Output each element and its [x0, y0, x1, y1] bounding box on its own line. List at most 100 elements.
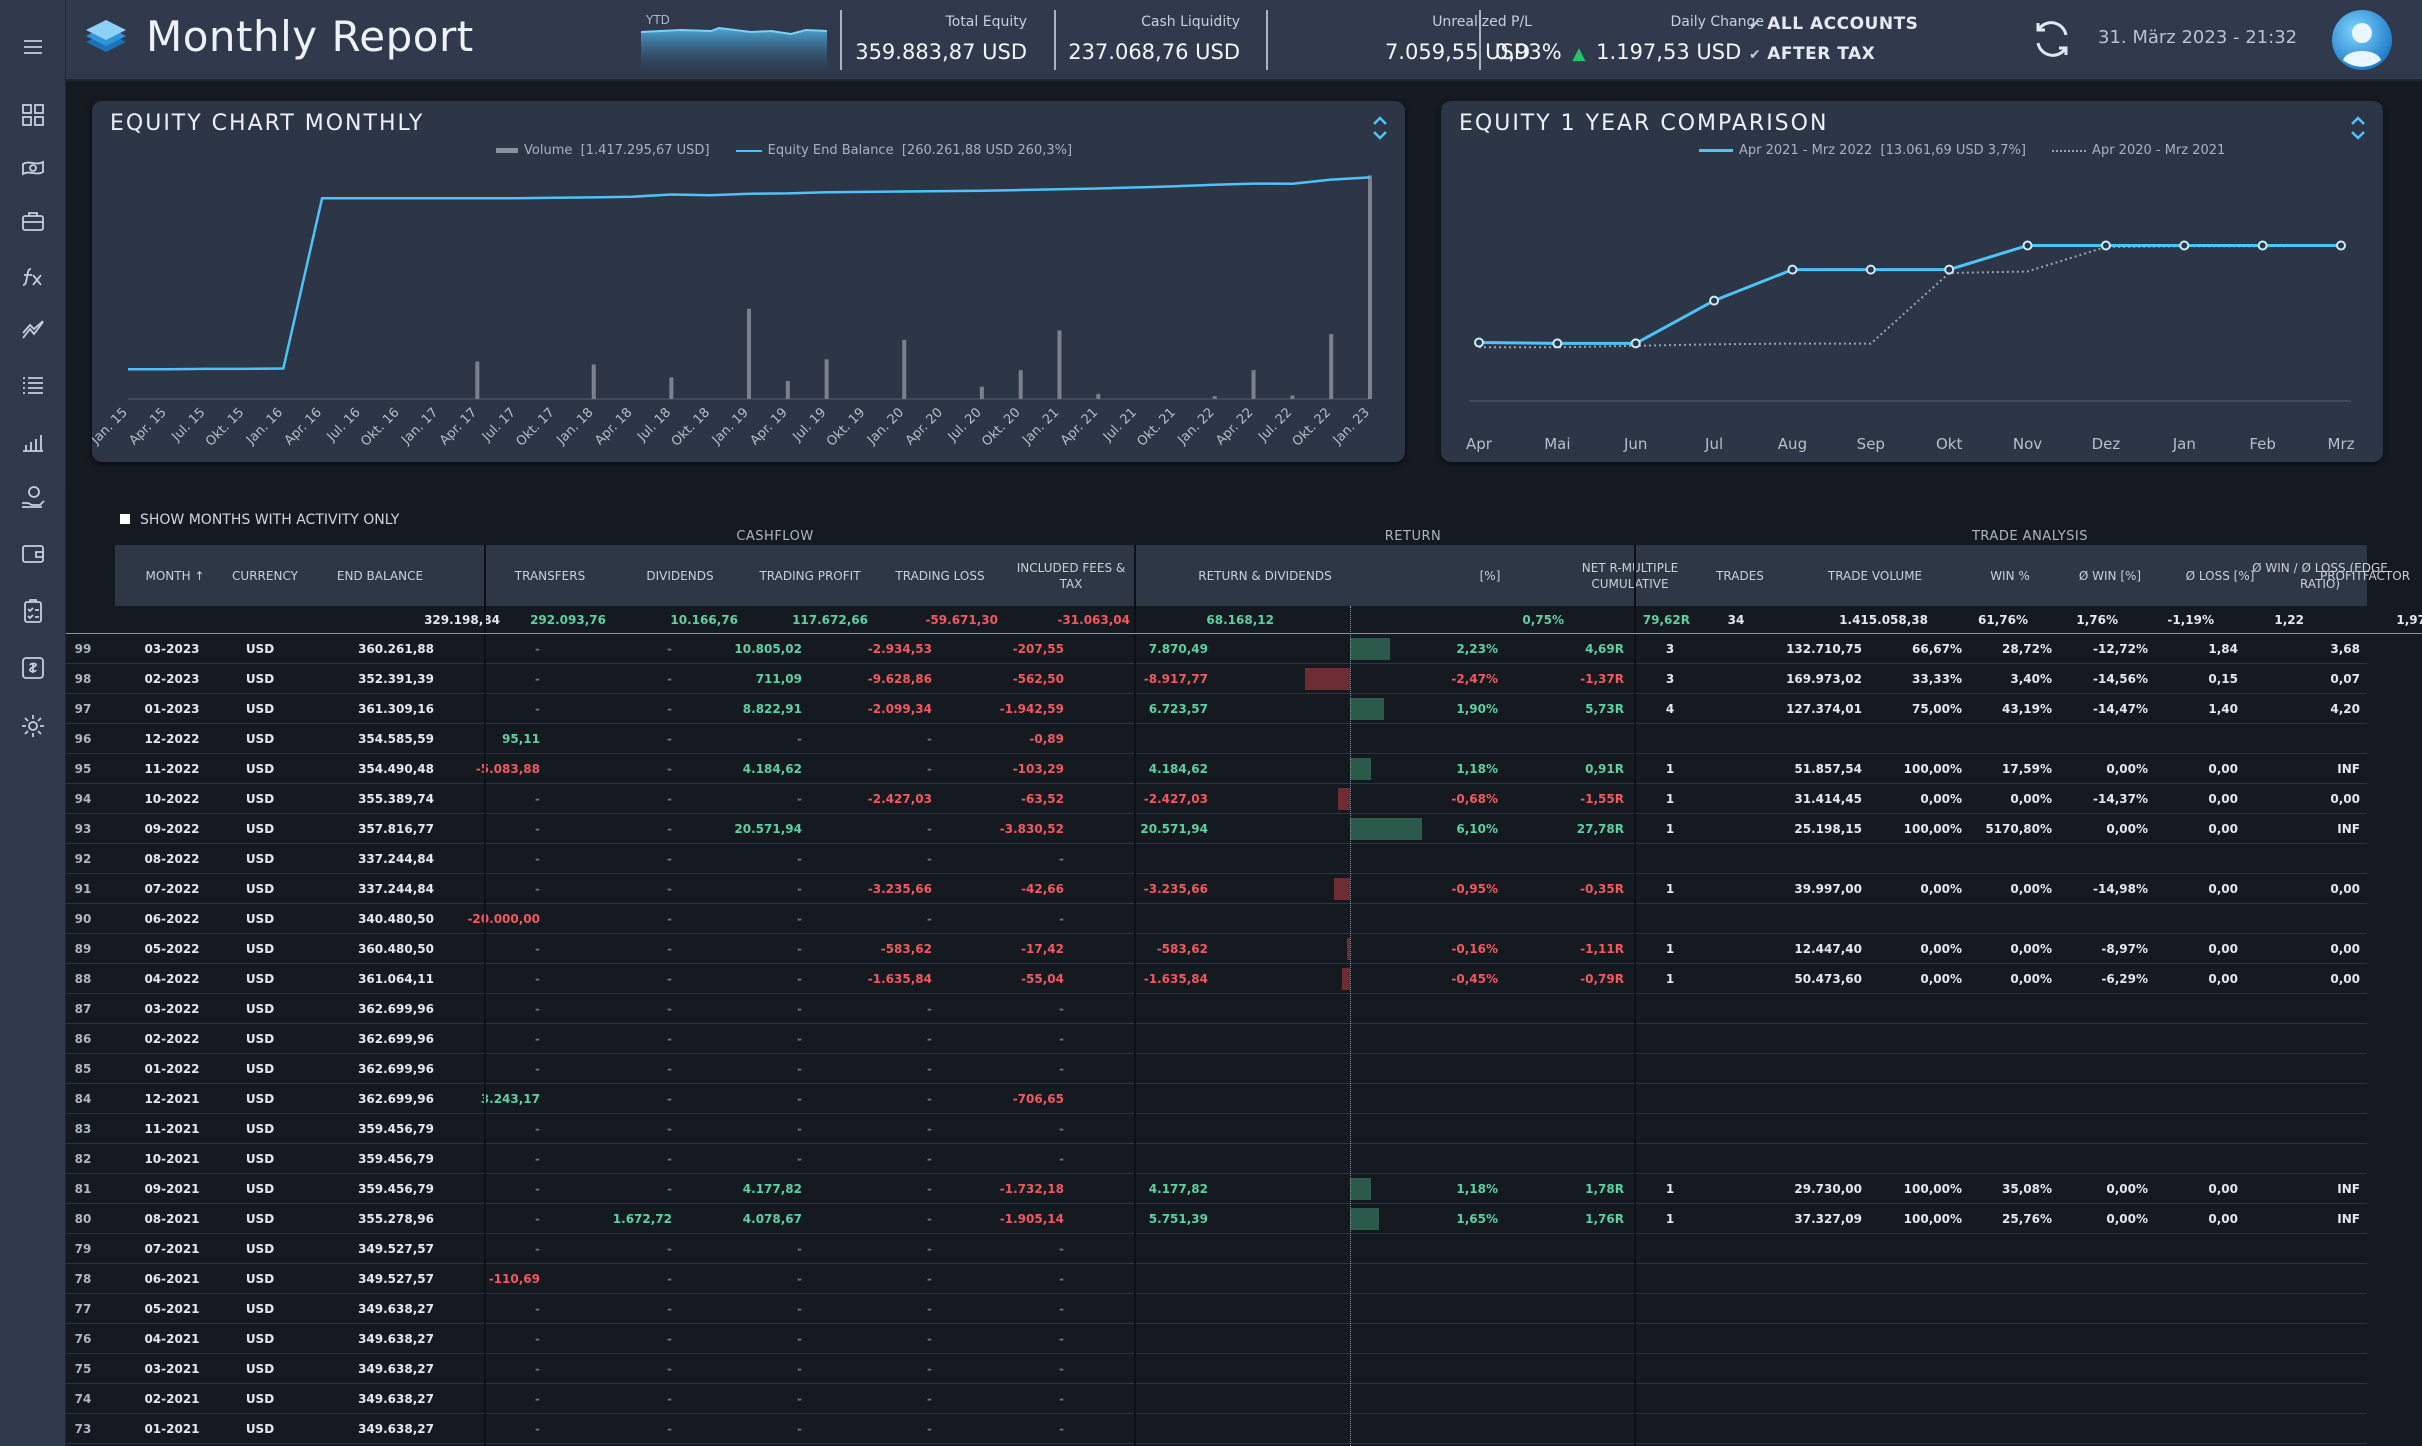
table-cell: USD [245, 642, 275, 656]
option-all-accounts[interactable]: ✔ ALL ACCOUNTS [1749, 14, 1919, 34]
row-number: 84 [74, 1092, 92, 1106]
gear-icon[interactable] [14, 707, 52, 745]
table-cell [1400, 1114, 1498, 1144]
table-cell: 349.527,57 [358, 1242, 434, 1256]
activity-filter-toggle[interactable]: SHOW MONTHS WITH ACTIVITY ONLY [120, 512, 399, 528]
table-row[interactable]: 75 03-2021 USD 349.638,27 - - - - - [66, 1354, 2367, 1384]
table-cell [2250, 904, 2360, 934]
bar-chart-icon[interactable] [14, 422, 52, 460]
table-row[interactable]: 96 12-2022 USD 354.585,59 95,11 - - - -0,89 [66, 724, 2367, 754]
table-row[interactable]: 91 07-2022 USD 337.244,84 - - - -3.235,66 -42,66… [66, 874, 2367, 904]
hand-coin-icon[interactable] [14, 478, 52, 516]
table-cell: 17,59% [2002, 762, 2052, 776]
table-cell [1880, 1084, 1962, 1114]
table-cell [1510, 904, 1624, 934]
table-cell: - [667, 1272, 672, 1286]
table-row[interactable]: 88 04-2022 USD 361.064,11 - - - -1.635,84 -55,04… [66, 964, 2367, 994]
table-cell: USD [245, 1152, 275, 1166]
table-cell [2060, 904, 2148, 934]
table-row[interactable]: 80 08-2021 USD 355.278,96 - 1.672,72 4.078,67 -… [66, 1204, 2367, 1234]
trend-icon[interactable] [14, 311, 52, 349]
table-cell: - [797, 1062, 802, 1076]
table-row[interactable]: 92 08-2022 USD 337.244,84 - - - - - [66, 844, 2367, 874]
table-row[interactable]: 99 03-2023 USD 360.261,88 - - 10.805,02 -2.934,… [66, 634, 2367, 664]
table-cell: USD [245, 822, 275, 836]
x-tick-label: Dez [2092, 435, 2121, 453]
table-row[interactable]: 76 04-2021 USD 349.638,27 - - - - - [66, 1324, 2367, 1354]
table-cell: USD [245, 1182, 275, 1196]
volume-bar [1290, 395, 1295, 399]
table-cell: -0,79R [1580, 972, 1624, 986]
x-tick-label: Apr. 19 [747, 405, 790, 448]
table-row[interactable]: 79 07-2021 USD 349.527,57 - - - - - [66, 1234, 2367, 1264]
table-cell [1640, 844, 1700, 874]
return-bar [1337, 788, 1350, 810]
table-cell: USD [245, 852, 275, 866]
table-row[interactable]: 89 05-2022 USD 360.480,50 - - - -583,62 -17,42 -5… [66, 934, 2367, 964]
money-icon[interactable] [14, 149, 52, 187]
list-icon[interactable] [14, 366, 52, 404]
table-row[interactable]: 94 10-2022 USD 355.389,74 - - - -2.427,03 -63,52… [66, 784, 2367, 814]
table-row[interactable]: 85 01-2022 USD 362.699,96 - - - - - [66, 1054, 2367, 1084]
table-row[interactable]: 95 11-2022 USD 354.490,48 -5.083,88 - 4.184,62… [66, 754, 2367, 784]
table-row[interactable]: 83 11-2021 USD 359.456,79 - - - - - [66, 1114, 2367, 1144]
row-number: 83 [74, 1122, 92, 1136]
clipboard-icon[interactable] [14, 592, 52, 630]
table-cell [1510, 1294, 1624, 1324]
table-cell: - [535, 1032, 540, 1046]
column-header: TRANSFERS [514, 569, 586, 583]
refresh-icon[interactable] [2028, 15, 2076, 67]
column-header[interactable]: MONTH ↑ [145, 569, 205, 583]
column-header: Ø WIN / Ø LOSS (EDGE RATIO) [2252, 561, 2388, 591]
table-cell: 4,20 [2330, 702, 2360, 716]
table-cell [1740, 1294, 1862, 1324]
table-row[interactable]: 78 06-2021 USD 349.527,57 -110,69 - - - - [66, 1264, 2367, 1294]
avatar[interactable] [2330, 8, 2394, 76]
table-cell [1880, 904, 1962, 934]
table-cell: 359.456,79 [358, 1182, 434, 1196]
dashboard-icon[interactable] [14, 96, 52, 134]
table-row[interactable]: 82 10-2021 USD 359.456,79 - - - - - [66, 1144, 2367, 1174]
table-cell: USD [245, 942, 275, 956]
table-cell: - [927, 1392, 932, 1406]
table-row[interactable]: 73 01-2021 USD 349.638,27 - - - - - [66, 1414, 2367, 1444]
table-cell [1640, 1354, 1700, 1384]
fx-icon[interactable] [14, 258, 52, 296]
table-row[interactable]: 98 02-2023 USD 352.391,39 - - 711,09 -9.628,86 -… [66, 664, 2367, 694]
table-row[interactable]: 86 02-2022 USD 362.699,96 - - - - - [66, 1024, 2367, 1054]
table-row[interactable]: 93 09-2022 USD 357.816,77 - - 20.571,94 - -3.830… [66, 814, 2367, 844]
table-row[interactable]: 77 05-2021 USD 349.638,27 - - - - - [66, 1294, 2367, 1324]
table-cell: 95,11 [502, 732, 540, 746]
table-row[interactable]: 84 12-2021 USD 362.699,96 3.243,17 - - - -706,65 [66, 1084, 2367, 1114]
series-a-point [2179, 240, 2190, 251]
wallet-icon[interactable] [14, 534, 52, 572]
table-cell: 362.699,96 [358, 1092, 434, 1106]
collapse-toggle-icon[interactable] [1371, 113, 1389, 143]
summary-cell: -59.671,30 [925, 613, 998, 627]
table-cell: 0,00 [2208, 792, 2238, 806]
table-cell [2250, 1114, 2360, 1144]
table-cell: 01-2022 [144, 1062, 200, 1076]
collapse-toggle-icon[interactable] [2349, 113, 2367, 143]
table-row[interactable]: 87 03-2022 USD 362.699,96 - - - - - [66, 994, 2367, 1024]
table-row[interactable]: 90 06-2022 USD 340.480,50 -20.000,00 - - - - [66, 904, 2367, 934]
table-row[interactable]: 97 01-2023 USD 361.309,16 - - 8.822,91 -2.099,3… [66, 694, 2367, 724]
briefcase-icon[interactable] [14, 202, 52, 240]
menu-icon[interactable] [14, 28, 52, 66]
table-cell: 337.244,84 [358, 852, 434, 866]
table-row[interactable]: 74 02-2021 USD 349.638,27 - - - - - [66, 1384, 2367, 1414]
table-cell: USD [245, 882, 275, 896]
table-cell: 4.184,62 [742, 762, 802, 776]
safe-icon[interactable] [14, 649, 52, 687]
table-row[interactable]: 81 09-2021 USD 359.456,79 - - 4.177,82 - -1.732,… [66, 1174, 2367, 1204]
table-cell [2060, 1354, 2148, 1384]
table-cell: 0,07 [2330, 672, 2360, 686]
option-after-tax[interactable]: ✔ AFTER TAX [1749, 44, 1876, 64]
equity-chart-title: EQUITY CHART MONTHLY [110, 111, 425, 136]
summary-cell: 0,75% [1522, 613, 1564, 627]
table-cell: - [535, 1002, 540, 1016]
row-number: 75 [74, 1362, 92, 1376]
checkbox[interactable] [120, 514, 130, 524]
table-cell [1400, 1234, 1498, 1264]
table-cell [1400, 1384, 1498, 1414]
